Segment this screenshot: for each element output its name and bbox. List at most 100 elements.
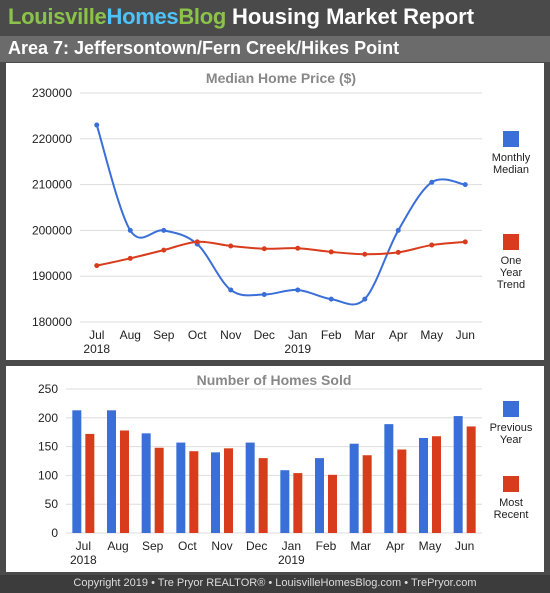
x-tick-label: Jul [76,539,91,553]
area-bar: Area 7: Jeffersontown/Fern Creek/Hikes P… [0,36,550,62]
x-year-label: 2019 [284,342,311,356]
data-point [429,179,435,185]
site-logo[interactable]: LouisvilleHomesBlog [8,4,226,30]
legend-label: Previous [490,422,533,434]
bar [211,452,220,533]
x-tick-label: Jul [89,328,104,342]
x-tick-label: Dec [254,328,275,342]
data-point [228,243,234,249]
data-point [127,227,133,233]
data-point [161,227,167,233]
bar [224,448,233,533]
data-point [127,255,133,261]
logo-text-homes: Homes [106,4,179,29]
bar [154,447,164,533]
legend-label: Most [499,497,523,509]
bar [432,436,441,533]
legend-swatch [503,234,519,250]
bar [176,442,186,533]
report-title: Housing Market Report [232,4,475,29]
x-tick-label: Aug [120,328,141,342]
y-tick-label: 230000 [32,86,72,100]
x-tick-label: Mar [350,539,371,553]
x-tick-label: Nov [220,328,241,342]
bar [189,451,199,533]
header: LouisvilleHomesBlog Housing Market Repor… [0,0,550,36]
x-tick-label: Apr [386,539,405,553]
bar [349,443,359,533]
x-tick-label: Jun [455,539,474,553]
bar [280,470,290,533]
legend-label: Trend [497,279,525,291]
legend-label: Monthly [492,152,531,164]
y-tick-label: 210000 [32,178,72,192]
bar [362,455,372,533]
bar [328,474,337,533]
x-year-label: 2019 [278,553,305,567]
x-tick-label: Oct [188,328,207,342]
data-point [328,249,334,255]
bar [107,410,116,533]
x-tick-label: Aug [107,539,128,553]
x-tick-label: Jun [456,328,475,342]
bar [384,424,394,533]
bar [72,410,82,533]
y-tick-label: 200000 [32,223,72,237]
x-tick-label: Jan [282,539,301,553]
data-point [94,122,100,128]
x-tick-label: Oct [178,539,197,553]
legend-swatch [503,476,519,492]
data-point [295,287,301,293]
data-point [228,287,234,293]
chart-title: Median Home Price ($) [206,70,356,86]
x-tick-label: Feb [316,539,337,553]
legend-label: Median [493,164,529,176]
data-point [261,292,267,298]
bar [85,433,95,533]
sales-chart-panel: Number of Homes Sold 0 50 100 150 200 250 Jul Au… [6,366,544,572]
bar [258,458,268,533]
bar [141,433,151,533]
legend-swatch [503,401,519,417]
data-point [261,246,267,252]
logo-text-louisville: Louisville [8,4,107,29]
chart-title: Number of Homes Sold [197,372,352,388]
legend-label: Year [500,267,523,279]
area-title: Area 7: Jeffersontown/Fern Creek/Hikes P… [8,38,400,58]
bar [453,416,463,533]
price-chart: Median Home Price ($) 180000 190000 200000 2… [32,70,531,356]
y-tick-label: 180000 [32,315,72,329]
data-point [194,239,200,245]
x-tick-label: Jan [288,328,307,342]
data-point [295,245,301,251]
y-tick-label: 0 [51,526,58,540]
bar [397,449,407,533]
x-tick-label: Dec [246,539,267,553]
bar [315,458,324,533]
y-tick-label: 200 [38,411,58,425]
bar [293,473,303,533]
data-point [462,239,468,245]
legend-label: Year [500,434,523,446]
y-tick-label: 190000 [32,269,72,283]
x-tick-label: Sep [153,328,175,342]
footer-text: Copyright 2019 • Tre Pryor REALTOR® • Lo… [73,577,477,589]
data-point [328,296,334,302]
x-year-label: 2018 [70,553,97,567]
data-point [395,249,401,255]
x-tick-label: Apr [389,328,408,342]
legend-swatch [503,131,519,147]
series-line-0 [95,124,466,306]
y-tick-label: 250 [38,382,58,396]
data-point [94,263,100,269]
x-tick-label: Nov [211,539,232,553]
legend-label: One [501,255,522,267]
data-point [395,227,401,233]
x-year-label: 2018 [83,342,110,356]
data-point [429,242,435,248]
y-tick-label: 50 [45,497,59,511]
logo-text-blog: Blog [178,4,227,29]
data-point [462,182,468,188]
price-chart-panel: Median Home Price ($) 180000 190000 200000 2… [6,63,544,360]
bar [245,442,255,533]
